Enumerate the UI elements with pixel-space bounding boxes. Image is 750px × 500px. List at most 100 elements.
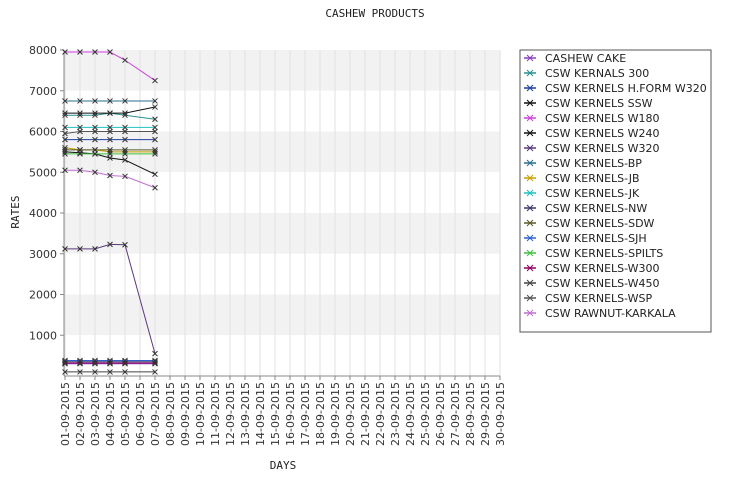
data-point-marker <box>62 167 68 174</box>
grid-band <box>64 172 500 213</box>
data-point-marker <box>77 357 83 364</box>
data-point-marker <box>152 136 158 143</box>
legend-swatch-marker <box>526 54 534 62</box>
legend-item: CSW KERNELS-SDW <box>524 217 655 230</box>
data-point-marker <box>107 110 113 117</box>
data-point-marker <box>92 124 98 131</box>
legend-item: CSW RAWNUT-KARKALA <box>524 307 676 320</box>
data-point-marker <box>152 350 158 357</box>
legend-swatch-marker <box>526 219 534 227</box>
data-point-marker <box>62 130 68 137</box>
legend-label: CSW KERNELS-W300 <box>545 262 660 275</box>
legend-label: CSW KERNALS 300 <box>545 67 649 80</box>
data-point-marker <box>62 360 68 366</box>
data-point-marker <box>62 49 68 55</box>
legend-swatch-marker <box>526 234 534 242</box>
data-point-marker <box>107 151 113 157</box>
legend-item: CSW KERNELS-W300 <box>524 262 660 275</box>
legend: CASHEW CAKE CSW KERNALS 300 CSW KERNELS H.… <box>519 49 712 333</box>
data-point-marker <box>122 360 128 366</box>
data-point-marker <box>107 357 113 364</box>
data-point-marker <box>92 169 98 176</box>
data-point-marker <box>77 49 83 55</box>
plot-background-bands <box>64 50 500 376</box>
series <box>62 151 158 157</box>
series-line <box>65 243 156 354</box>
legend-swatch-marker <box>526 174 534 182</box>
series <box>62 49 158 84</box>
data-point-marker <box>122 357 128 364</box>
data-point-marker <box>92 128 98 135</box>
series <box>62 167 158 191</box>
data-point-marker <box>62 98 68 104</box>
series <box>62 128 158 137</box>
x-tick-label: 01-09-2015 <box>59 382 72 446</box>
legend-item: CSW KERNELS W180 <box>524 112 660 125</box>
x-tick-label: 25-09-2015 <box>419 382 432 446</box>
data-point-marker <box>122 128 128 135</box>
series-line <box>65 51 156 81</box>
legend-label: CSW KERNELS-SPILTS <box>545 247 663 260</box>
legend-item: CSW KERNELS-W450 <box>524 277 660 290</box>
legend-label: CSW KERNELS W320 <box>545 142 660 155</box>
data-point-marker <box>152 104 158 110</box>
legend-label: CSW KERNELS-JB <box>545 172 640 185</box>
x-tick-label: 24-09-2015 <box>404 382 417 446</box>
legend-label: CASHEW CAKE <box>545 52 626 65</box>
data-point-marker <box>152 184 158 191</box>
legend-swatch-marker <box>526 264 534 272</box>
x-tick-label: 18-09-2015 <box>314 382 327 446</box>
data-point-marker <box>107 128 113 135</box>
x-tick-label: 22-09-2015 <box>374 382 387 446</box>
x-tick-label: 13-09-2015 <box>239 382 252 446</box>
y-tick-label: 2000 <box>29 289 57 302</box>
series-line <box>64 151 156 175</box>
x-tick-label: 21-09-2015 <box>359 382 372 446</box>
legend-swatch-marker <box>526 204 534 212</box>
x-tick-label: 26-09-2015 <box>434 382 447 446</box>
data-point-marker <box>77 146 83 153</box>
data-point-marker <box>107 369 113 375</box>
legend-label: CSW KERNELS-BP <box>545 157 642 170</box>
legend-item: CSW KERNELS-BP <box>524 157 642 170</box>
x-tick-label: 06-09-2015 <box>134 382 147 446</box>
x-tick-label: 14-09-2015 <box>254 382 267 446</box>
data-point-marker <box>122 146 128 153</box>
y-tick-label: 6000 <box>29 126 57 139</box>
data-point-marker <box>122 110 128 117</box>
legend-swatch-marker <box>526 69 534 77</box>
data-point-marker <box>152 116 158 123</box>
data-point-marker <box>107 172 113 179</box>
x-tick-label: 10-09-2015 <box>194 382 207 446</box>
data-point-marker <box>122 98 128 104</box>
legend-label: CSW KERNELS-W450 <box>545 277 660 290</box>
x-tick-label: 19-09-2015 <box>329 382 342 446</box>
legend-label: CSW KERNELS SSW <box>545 97 653 110</box>
data-point-marker <box>92 110 98 117</box>
x-tick-label: 04-09-2015 <box>104 382 117 446</box>
data-point-marker <box>62 357 68 364</box>
x-tick-label: 08-09-2015 <box>164 382 177 446</box>
x-tick-label: 20-09-2015 <box>344 382 357 446</box>
y-tick-label: 3000 <box>29 248 57 261</box>
data-point-marker <box>77 246 83 252</box>
y-tick-label: 8000 <box>29 44 57 57</box>
data-point-marker <box>122 57 128 64</box>
legend-item: CSW KERNELS-WSP <box>524 292 653 305</box>
y-tick-label: 4000 <box>29 207 57 220</box>
data-point-marker <box>122 136 128 143</box>
data-point-marker <box>122 151 128 157</box>
x-tick-label: 12-09-2015 <box>224 382 237 446</box>
legend-swatch-marker <box>526 159 534 167</box>
data-point-marker <box>62 136 68 143</box>
data-point-marker <box>77 98 83 104</box>
data-point-marker <box>122 369 128 375</box>
legend-label: CSW RAWNUT-KARKALA <box>545 307 676 320</box>
legend-item: CSW KERNELS-NW <box>524 202 647 215</box>
legend-item: CSW KERNALS 300 <box>524 67 649 80</box>
series-line <box>65 169 156 189</box>
data-point-marker <box>107 241 113 248</box>
data-point-marker <box>107 146 113 153</box>
x-tick-label: 28-09-2015 <box>464 382 477 446</box>
x-tick-label: 17-09-2015 <box>299 382 312 446</box>
